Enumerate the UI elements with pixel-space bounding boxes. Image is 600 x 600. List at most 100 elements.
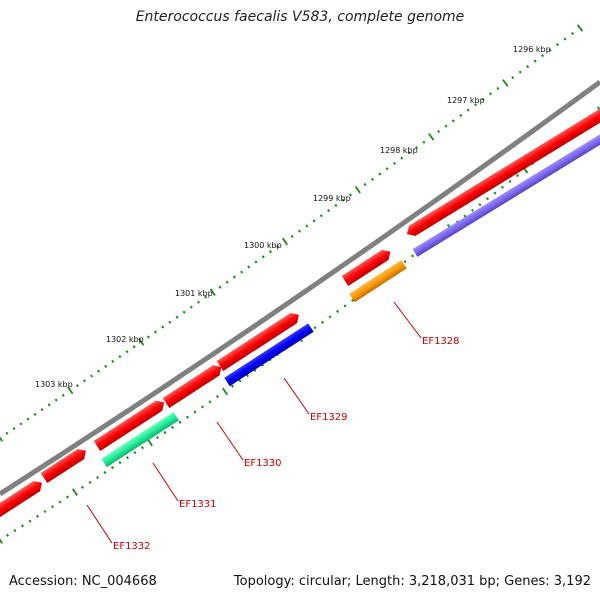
minor-tick xyxy=(125,350,129,354)
minor-tick xyxy=(515,174,520,178)
kbp-label-1300: 1300 kbp xyxy=(244,241,282,250)
minor-tick xyxy=(385,167,389,171)
gene-forward-d[interactable] xyxy=(93,397,168,452)
minor-tick xyxy=(481,97,485,101)
kbp-label-1298: 1298 kbp xyxy=(380,146,418,155)
minor-tick xyxy=(133,451,137,455)
map-title: Enterococcus faecalis V583, complete gen… xyxy=(135,9,465,25)
minor-tick xyxy=(363,182,367,187)
gene-label-EF1328[interactable]: EF1328 xyxy=(422,336,460,347)
minor-tick xyxy=(189,305,193,309)
leader-line-EF1329 xyxy=(283,377,310,415)
minor-tick xyxy=(90,374,94,378)
minor-tick xyxy=(563,37,567,41)
minor-tick xyxy=(6,533,9,537)
gene-label-EF1332[interactable]: EF1332 xyxy=(113,541,151,552)
gene-forward-f[interactable] xyxy=(0,478,45,521)
minor-tick xyxy=(225,280,229,284)
minor-tick xyxy=(320,320,325,324)
minor-tick xyxy=(193,410,197,414)
gene-forward-a[interactable] xyxy=(341,247,394,287)
minor-tick xyxy=(276,245,280,249)
minor-tick xyxy=(297,229,302,233)
minor-tick xyxy=(232,275,236,279)
minor-tick xyxy=(196,300,200,304)
minor-tick xyxy=(247,265,251,269)
genome-backbone xyxy=(0,79,600,497)
gene-forward-upper-right[interactable] xyxy=(404,108,600,239)
minor-tick xyxy=(104,364,108,368)
minor-tick xyxy=(19,422,23,426)
minor-tick xyxy=(12,427,16,431)
minor-tick xyxy=(407,151,411,155)
minor-tick xyxy=(58,500,62,504)
minor-tick xyxy=(474,103,478,107)
gene-forward-e[interactable] xyxy=(40,446,89,484)
minor-tick xyxy=(327,209,331,213)
minor-tick xyxy=(570,32,575,36)
minor-tick xyxy=(54,398,58,402)
minor-tick xyxy=(400,156,404,160)
feature-purple-band[interactable] xyxy=(412,128,600,257)
minor-tick xyxy=(132,345,136,349)
minor-tick xyxy=(175,315,179,319)
leader-line-EF1330 xyxy=(216,421,244,461)
minor-tick xyxy=(350,298,355,302)
major-tick xyxy=(576,24,584,32)
minor-tick xyxy=(118,355,122,359)
minor-tick xyxy=(168,320,172,324)
gene-EF1328[interactable] xyxy=(349,260,407,303)
gene-label-EF1329[interactable]: EF1329 xyxy=(310,412,348,423)
minor-tick xyxy=(218,285,222,289)
major-tick xyxy=(209,288,216,297)
major-tick xyxy=(354,185,361,194)
minor-tick xyxy=(40,408,44,412)
minor-tick xyxy=(26,417,30,421)
gene-forward-c[interactable] xyxy=(162,362,225,409)
minor-tick xyxy=(13,529,17,533)
major-tick xyxy=(138,338,145,346)
kbp-label-1296: 1296 kbp xyxy=(513,45,551,54)
minor-tick xyxy=(28,519,32,523)
minor-tick xyxy=(47,403,51,407)
minor-tick xyxy=(36,514,39,518)
minor-tick xyxy=(451,119,455,123)
minor-tick xyxy=(208,400,212,404)
minor-tick xyxy=(334,203,338,207)
minor-tick xyxy=(470,208,475,212)
minor-tick xyxy=(204,295,208,299)
minor-tick xyxy=(200,405,205,409)
minor-tick xyxy=(313,326,317,330)
kbp-label-1297: 1297 kbp xyxy=(447,96,485,105)
minor-tick xyxy=(97,369,101,373)
minor-tick xyxy=(261,255,265,259)
gene-EF1331[interactable] xyxy=(101,411,179,468)
minor-tick xyxy=(75,384,79,388)
minor-tick xyxy=(343,304,347,308)
gene-label-EF1331[interactable]: EF1331 xyxy=(179,499,217,510)
minor-tick xyxy=(548,48,552,52)
major-tick xyxy=(596,106,600,112)
minor-tick xyxy=(82,379,86,383)
minor-tick xyxy=(185,415,190,419)
minor-tick xyxy=(163,430,167,435)
leader-line-EF1331 xyxy=(152,462,179,502)
minor-tick xyxy=(238,379,242,383)
minor-tick xyxy=(488,92,492,96)
minor-tick xyxy=(240,270,244,274)
kbp-label-1302: 1302 kbp xyxy=(106,335,144,344)
minor-tick xyxy=(178,420,182,424)
gene-forward-b[interactable] xyxy=(216,310,302,372)
minor-tick xyxy=(245,374,250,378)
kbp-label-1301: 1301 kbp xyxy=(175,289,213,298)
gene-EF1329[interactable] xyxy=(224,323,314,387)
minor-tick xyxy=(312,219,316,223)
kbp-label-1299: 1299 kbp xyxy=(313,194,351,203)
minor-tick xyxy=(493,191,497,195)
gene-label-EF1330[interactable]: EF1330 xyxy=(244,458,282,469)
minor-tick xyxy=(378,172,382,176)
major-tick xyxy=(428,133,435,141)
outer-tick-ring xyxy=(0,24,584,442)
minor-tick xyxy=(392,161,397,165)
minor-tick xyxy=(319,214,323,218)
